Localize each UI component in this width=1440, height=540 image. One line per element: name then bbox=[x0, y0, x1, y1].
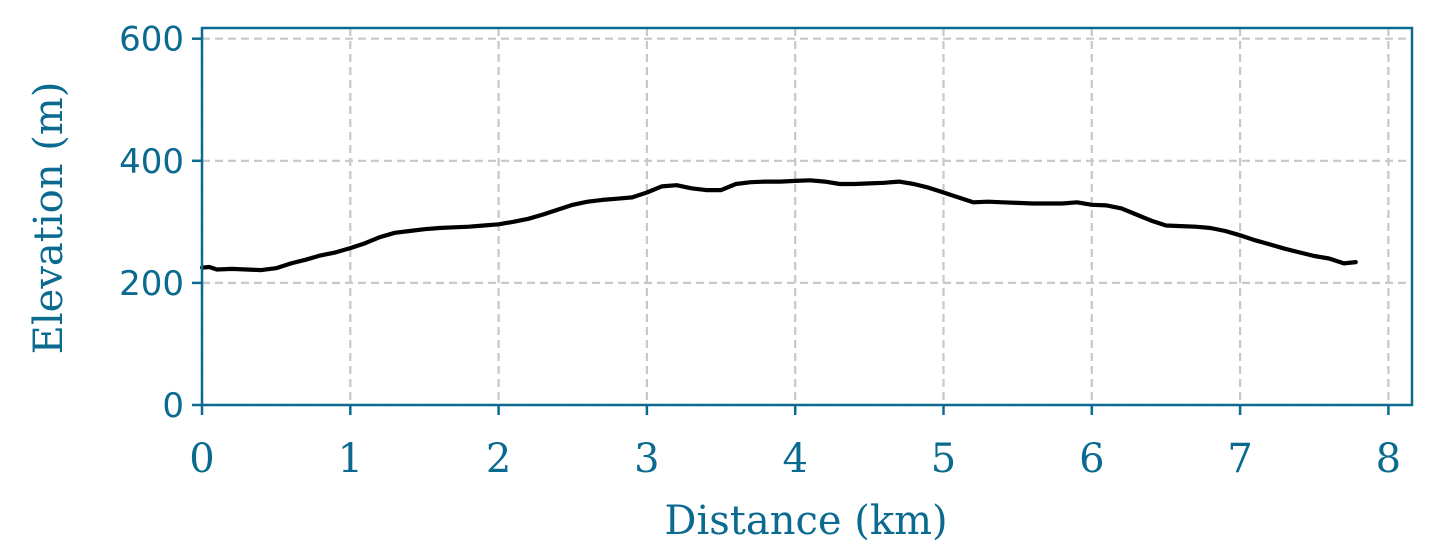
x-tick-label-0: 0 bbox=[189, 436, 214, 482]
x-axis-title: Distance (km) bbox=[664, 498, 947, 540]
series-line-0 bbox=[199, 178, 1358, 273]
x-tick-label-3: 3 bbox=[634, 436, 659, 482]
axis-ticks: 0 1 2 3 4 5 6 7 8 0 200 400 600 bbox=[119, 20, 1401, 482]
x-tick-label-7: 7 bbox=[1227, 436, 1252, 482]
x-tick-label-1: 1 bbox=[338, 436, 363, 482]
grid-lines bbox=[200, 28, 1412, 407]
y-tick-label-0: 0 bbox=[162, 386, 184, 426]
x-tick-label-5: 5 bbox=[931, 436, 956, 482]
x-tick-label-2: 2 bbox=[486, 436, 511, 482]
y-tick-label-2: 400 bbox=[119, 142, 184, 182]
plot-border bbox=[200, 26, 1414, 407]
x-tick-label-6: 6 bbox=[1079, 436, 1104, 482]
series-lines bbox=[199, 178, 1358, 273]
y-tick-label-1: 200 bbox=[119, 264, 184, 304]
y-tick-label-3: 600 bbox=[119, 20, 184, 60]
x-tick-label-4: 4 bbox=[782, 436, 807, 482]
y-axis-title: Elevation (m) bbox=[26, 82, 72, 355]
plot-frame bbox=[200, 26, 1414, 407]
x-tick-label-8: 8 bbox=[1376, 436, 1401, 482]
